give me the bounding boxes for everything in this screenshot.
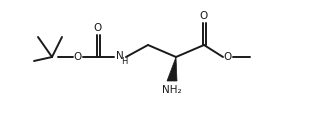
Polygon shape	[167, 57, 177, 81]
Text: N: N	[116, 51, 124, 61]
Text: H: H	[121, 57, 127, 66]
Text: O: O	[94, 23, 102, 33]
Text: NH₂: NH₂	[162, 85, 182, 95]
Text: O: O	[74, 52, 82, 62]
Text: O: O	[200, 11, 208, 21]
Text: O: O	[224, 52, 232, 62]
